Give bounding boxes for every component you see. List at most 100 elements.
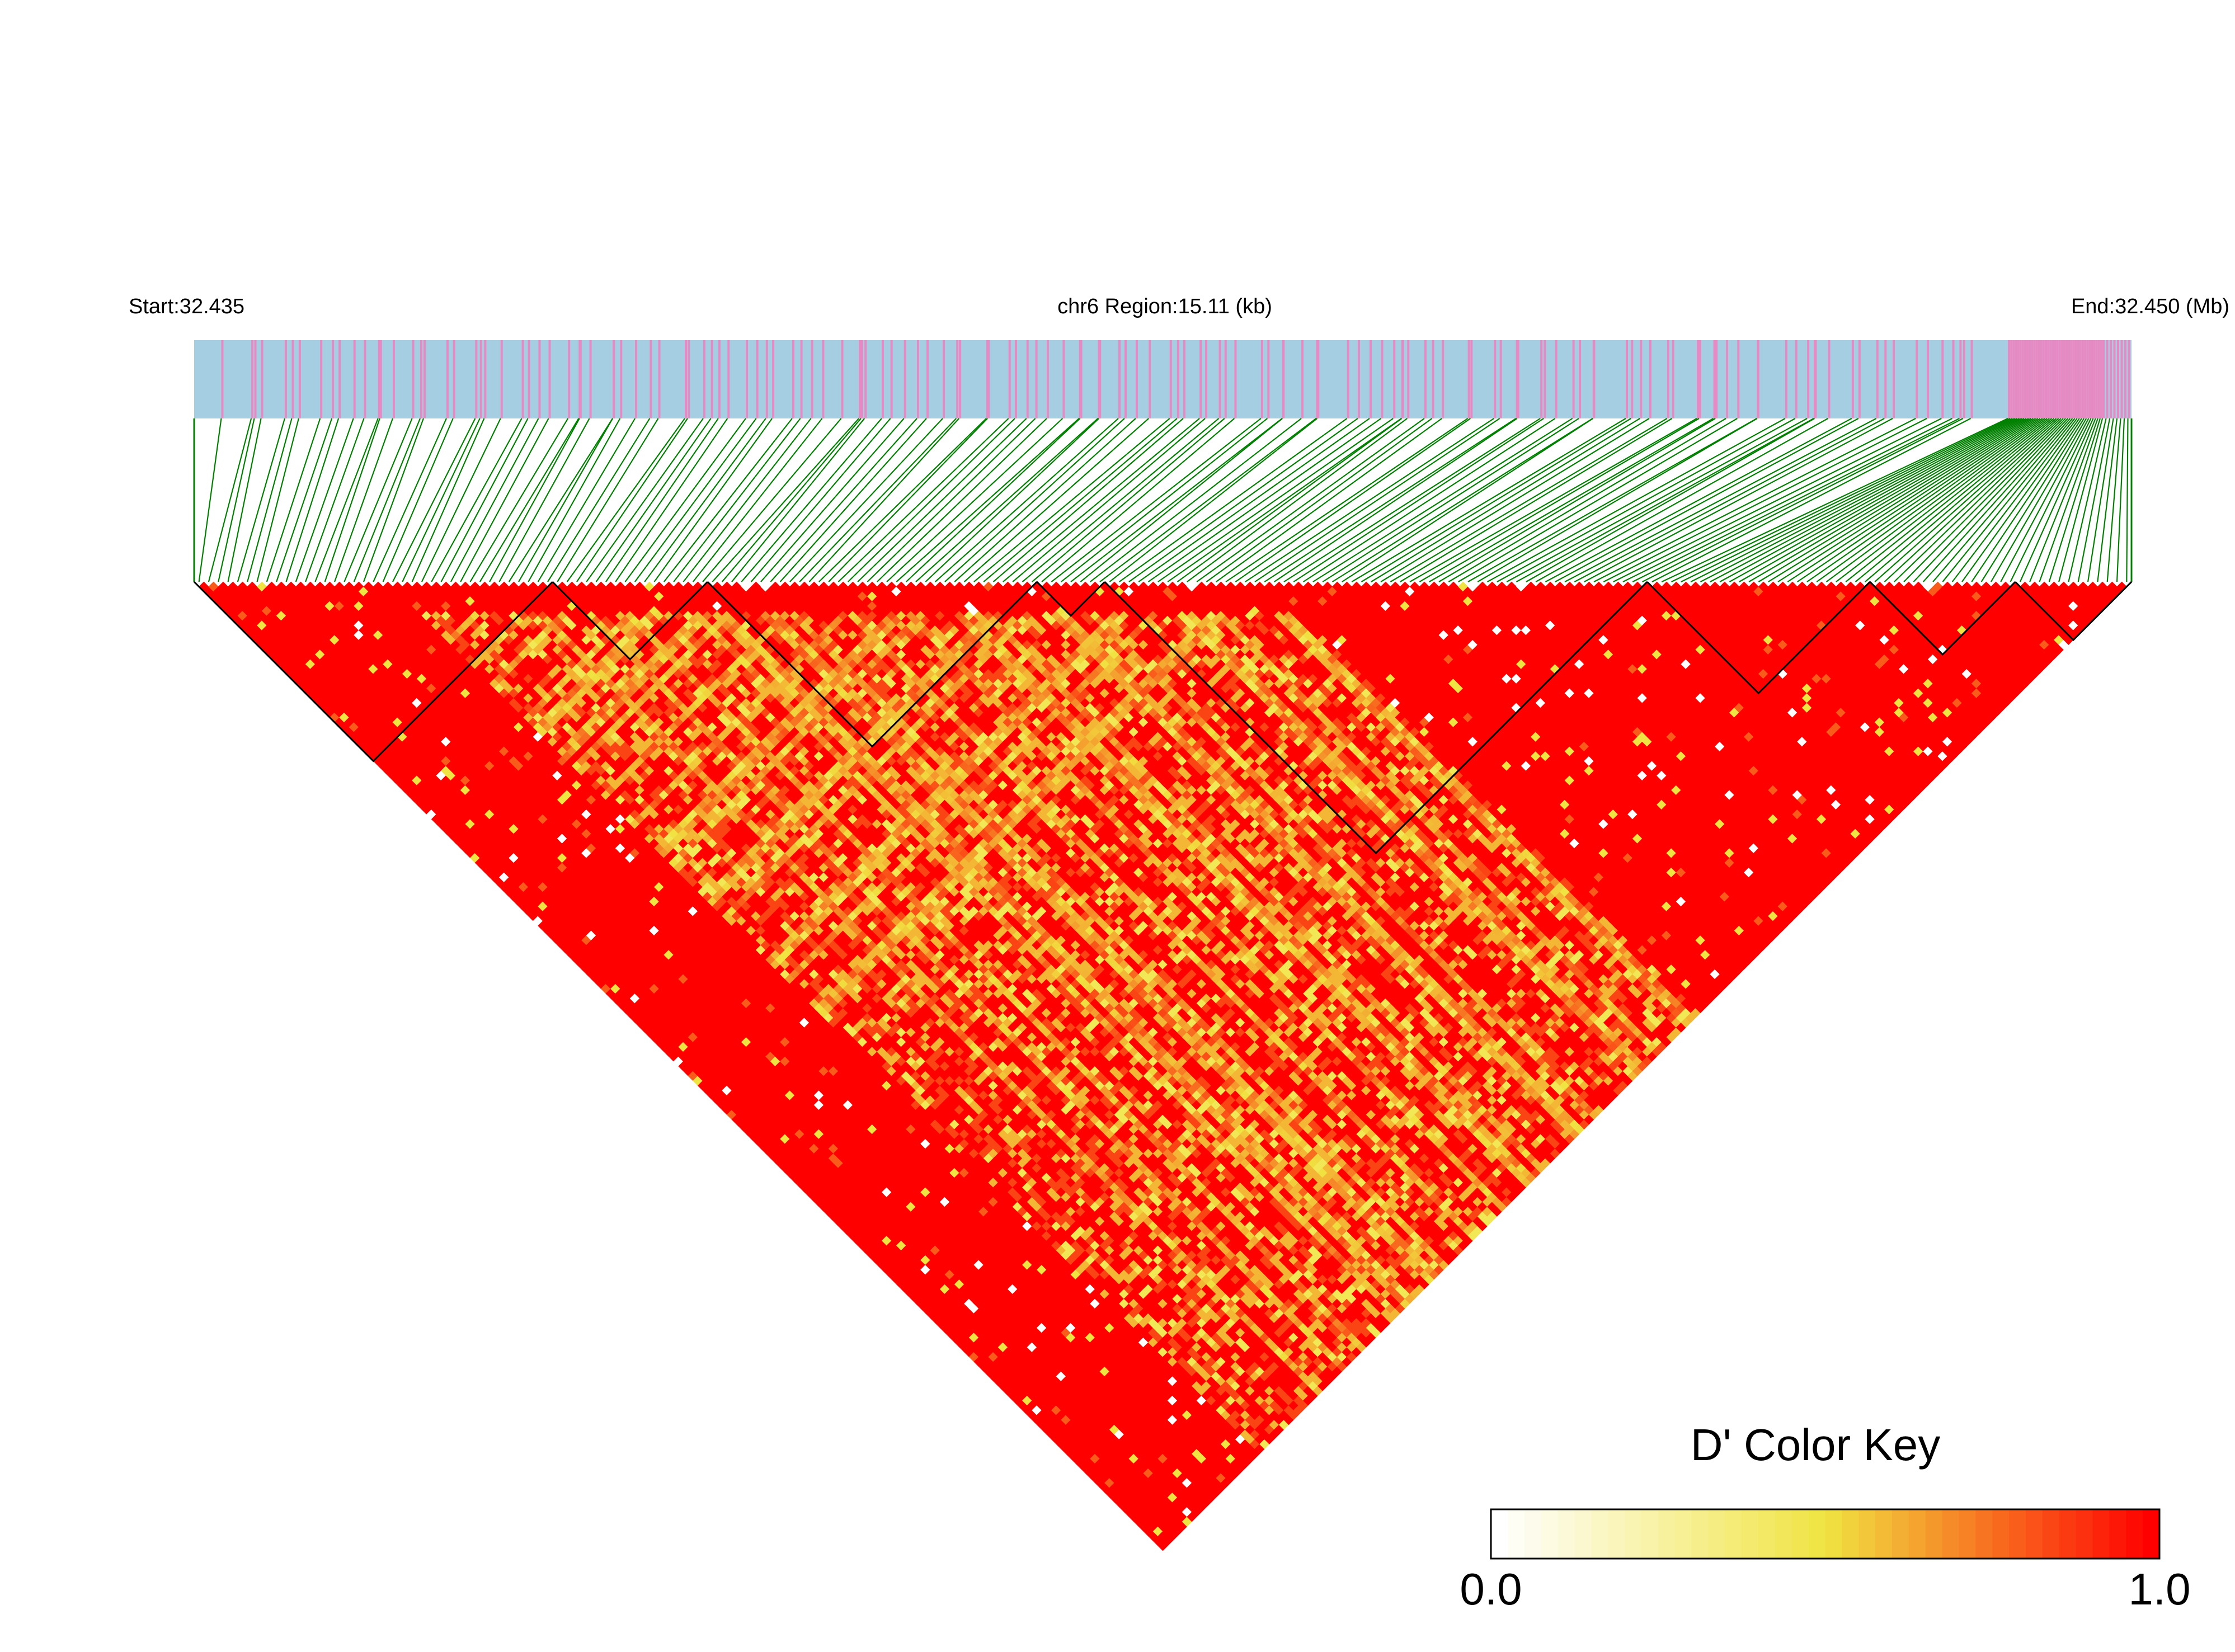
snp-connector [1216,418,1442,582]
snp-connector [2068,418,2107,582]
snp-connector [867,418,1036,582]
snp-tick [772,340,775,418]
snp-connector [1758,418,2031,582]
snp-tick [650,340,652,418]
snp-tick [1234,340,1237,418]
snp-connector [663,418,793,582]
snp-tick [1118,340,1121,418]
snp-tick [2060,340,2063,418]
snp-tick [841,340,844,418]
snp-tick [1369,340,1372,418]
snp-tick [943,340,945,418]
snp-connector [925,418,1100,582]
snp-tick [2100,340,2102,418]
snp-connector [1913,418,2069,582]
snp-tick [1631,340,1634,418]
snp-connector [1099,418,1317,582]
snp-connector [218,418,255,582]
snp-tick [904,340,906,418]
snp-tick [420,340,422,418]
snp-tick [881,340,884,418]
snp-tick [2072,340,2075,418]
snp-tick [1218,340,1221,418]
snp-tick [379,340,382,418]
snp-connector [1961,418,2080,582]
snp-connector [1022,418,1220,582]
snp-tick [353,340,356,418]
snp-tick [2117,340,2120,418]
snp-tick [1407,340,1410,418]
snp-tick [332,340,335,418]
snp-tick [1015,340,1018,418]
snp-tick [822,340,825,418]
snp-connector [1138,418,1370,582]
snp-tick [926,340,929,418]
snp-connector [983,418,1178,582]
snp-connector [944,418,1125,582]
snp-connector [702,418,842,582]
snp-tick [378,340,380,418]
snp-connector [954,418,1136,582]
snp-connector [1748,418,2029,582]
snp-connector [1825,418,2048,582]
snp-tick [1593,340,1596,418]
snp-connector [1836,418,2050,582]
snp-connector [1787,418,2039,582]
snp-connector [1865,418,2057,582]
snp-connector [712,418,859,582]
snp-connector [237,418,285,582]
snp-tick [1135,340,1138,418]
snp-tick [2102,340,2105,418]
snp-tick [298,340,301,418]
snp-connector [2019,418,2094,582]
snp-connector [992,418,1184,582]
snp-connector [1922,418,2071,582]
snp-connector [2097,418,2118,582]
snp-connector [1051,418,1262,582]
snp-tick [2128,340,2130,418]
snp-connector [615,418,728,582]
snp-connector [508,418,613,582]
snp-connector [808,418,959,582]
snp-connector [634,418,757,582]
snp-connector [276,418,333,582]
snp-tick [727,340,730,418]
snp-tick [254,340,257,418]
snp-tick [2065,340,2068,418]
snp-tick [2033,340,2036,418]
snp-tick [1672,340,1674,418]
snp-connector [1429,418,1714,582]
snp-connector [1990,418,2087,582]
snp-connector [721,418,862,582]
snp-tick [860,340,863,418]
snp-tick [2088,340,2091,418]
snp-tick [1224,340,1227,418]
snp-tick [1715,340,1718,418]
snp-tick [2077,340,2079,418]
snp-tick [528,340,530,418]
snp-connector [644,418,766,582]
snp-connector [1147,418,1382,582]
snp-tick [2015,340,2017,418]
snp-connector [1409,418,1697,582]
snp-tick [2093,340,2096,418]
snp-tick [1959,340,1962,418]
snp-connector [363,418,424,582]
snp-tick [987,340,990,418]
snp-tick [1916,340,1918,418]
snp-connector [1061,418,1268,582]
snp-tick [986,340,989,418]
snp-connector [1777,418,2036,582]
snp-tick [1807,340,1810,418]
snp-tick [446,340,449,418]
snp-tick [1640,340,1643,418]
snp-connector [1555,418,1859,582]
snp-connector [653,418,773,582]
snp-connector [1089,418,1302,582]
snp-tick [1260,340,1263,418]
ld-heatmap-triangle [199,581,2127,1551]
snp-tick [2106,340,2109,418]
snp-tick [2097,340,2100,418]
snp-connector [1245,418,1494,582]
snp-connector [1526,418,1815,582]
